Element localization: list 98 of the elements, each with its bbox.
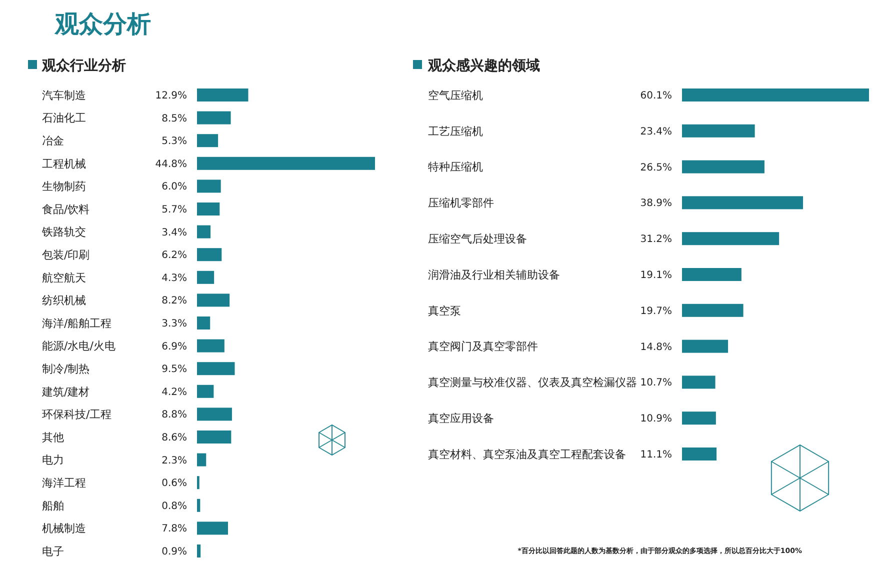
y-tick-label: 润滑油及行业相关辅助设备 (428, 268, 560, 282)
y-tick-label: 海洋/船舶工程 (42, 316, 112, 330)
text: 观众分析 (54, 10, 151, 38)
y-tick-label: 工程机械 (42, 157, 86, 170)
bar (197, 430, 232, 444)
data-label: 9.5% (162, 364, 187, 376)
data-label: 2.3% (162, 455, 187, 466)
bar (197, 453, 206, 466)
bar (197, 544, 201, 558)
data-label: 23.4% (640, 126, 672, 138)
data-label: 6.0% (162, 182, 187, 193)
data-label: 31.2% (640, 234, 672, 246)
bar (197, 156, 375, 170)
y-tick-label: 生物制药 (42, 180, 86, 194)
data-label: 14.8% (640, 342, 672, 353)
data-label: 0.8% (162, 500, 187, 512)
data-label: 5.7% (162, 204, 187, 216)
y-tick-label: 真空应用设备 (428, 412, 494, 425)
bar (197, 339, 224, 352)
bar (682, 304, 744, 317)
y-tick-label: 汽车制造 (42, 88, 86, 102)
data-label: 5.3% (162, 136, 187, 148)
y-tick-label: 冶金 (42, 134, 64, 148)
data-label: 38.9% (640, 198, 672, 210)
y-tick-label: 航空航天 (42, 271, 86, 284)
bar (682, 448, 717, 460)
y-tick-label: 电力 (42, 454, 64, 467)
y-tick-label: 机械制造 (42, 522, 86, 536)
y-tick-label: 电子 (42, 544, 64, 558)
bar (682, 340, 728, 353)
bar (682, 124, 755, 138)
data-label: 0.6% (162, 478, 187, 490)
y-tick-label: 船舶 (42, 499, 64, 512)
y-tick-label: 环保科技/工程 (42, 408, 112, 422)
y-tick-label: 铁路轨交 (41, 226, 86, 239)
bar (197, 111, 231, 124)
text: 观众行业分析 (41, 58, 126, 74)
y-tick-label: 真空材料、真空泵油及真空工程配套设备 (428, 448, 626, 461)
data-label: 8.5% (162, 113, 187, 124)
y-tick-label: 纺织机械 (42, 294, 86, 308)
data-label: 10.9% (640, 414, 672, 425)
y-tick-label: 压缩机零部件 (428, 196, 494, 210)
bar (197, 270, 214, 284)
y-tick-label: 制冷/制热 (42, 362, 90, 376)
data-label: 26.5% (640, 162, 672, 174)
y-tick-label: 海洋工程 (42, 476, 86, 490)
data-label: 12.9% (155, 90, 187, 102)
y-tick-label: 能源/水电/火电 (42, 340, 116, 353)
data-label: 3.3% (162, 318, 187, 330)
bar (197, 384, 214, 398)
bar (197, 88, 248, 102)
data-label: 3.4% (162, 227, 187, 238)
data-label: 6.2% (162, 250, 187, 262)
data-label: 8.6% (162, 432, 187, 444)
y-tick-label: 空气压缩机 (428, 88, 483, 102)
bar (682, 412, 716, 425)
y-tick-label: 特种压缩机 (428, 160, 483, 174)
data-label: 44.8% (155, 158, 187, 170)
bar (682, 88, 869, 102)
data-label: 0.9% (162, 546, 187, 558)
bar (197, 180, 221, 193)
y-tick-label: 建筑/建材 (41, 385, 90, 398)
y-tick-label: 食品/饮料 (42, 202, 90, 216)
bar (197, 408, 232, 421)
data-label: 11.1% (640, 450, 672, 460)
y-tick-label: 工艺压缩机 (428, 124, 483, 138)
y-tick-label: 真空测量与校准仪器、仪表及真空检漏仪器 (428, 376, 637, 390)
bar (197, 294, 230, 307)
bar (197, 202, 220, 216)
bar (682, 268, 742, 281)
bar (197, 134, 218, 148)
bar (682, 196, 804, 210)
data-label: 60.1% (640, 90, 672, 102)
bar (197, 248, 222, 262)
y-tick-label: 真空泵 (428, 304, 461, 318)
data-label: 8.8% (162, 410, 187, 421)
bar (197, 225, 211, 238)
bar (682, 232, 780, 246)
y-tick-label: 压缩空气后处理设备 (428, 232, 527, 246)
bar (197, 498, 200, 512)
data-label: 19.1% (640, 270, 672, 281)
bar (682, 160, 764, 174)
data-label: 10.7% (640, 378, 672, 389)
data-label: 7.8% (162, 524, 187, 535)
data-label: 4.3% (162, 272, 187, 284)
data-label: 4.2% (162, 386, 187, 398)
y-tick-label: 其他 (42, 430, 64, 444)
y-tick-label: 真空阀门及真空零部件 (428, 340, 538, 354)
data-label: 8.2% (162, 296, 187, 307)
bar (197, 316, 210, 330)
bar (197, 522, 228, 535)
data-label: 19.7% (640, 306, 672, 317)
data-label: 6.9% (162, 341, 187, 352)
bar (682, 376, 716, 389)
text: 观众感兴趣的领域 (427, 57, 540, 74)
y-tick-label: 包装/印刷 (42, 248, 90, 262)
y-tick-label: 石油化工 (42, 112, 86, 125)
bar (197, 362, 235, 376)
